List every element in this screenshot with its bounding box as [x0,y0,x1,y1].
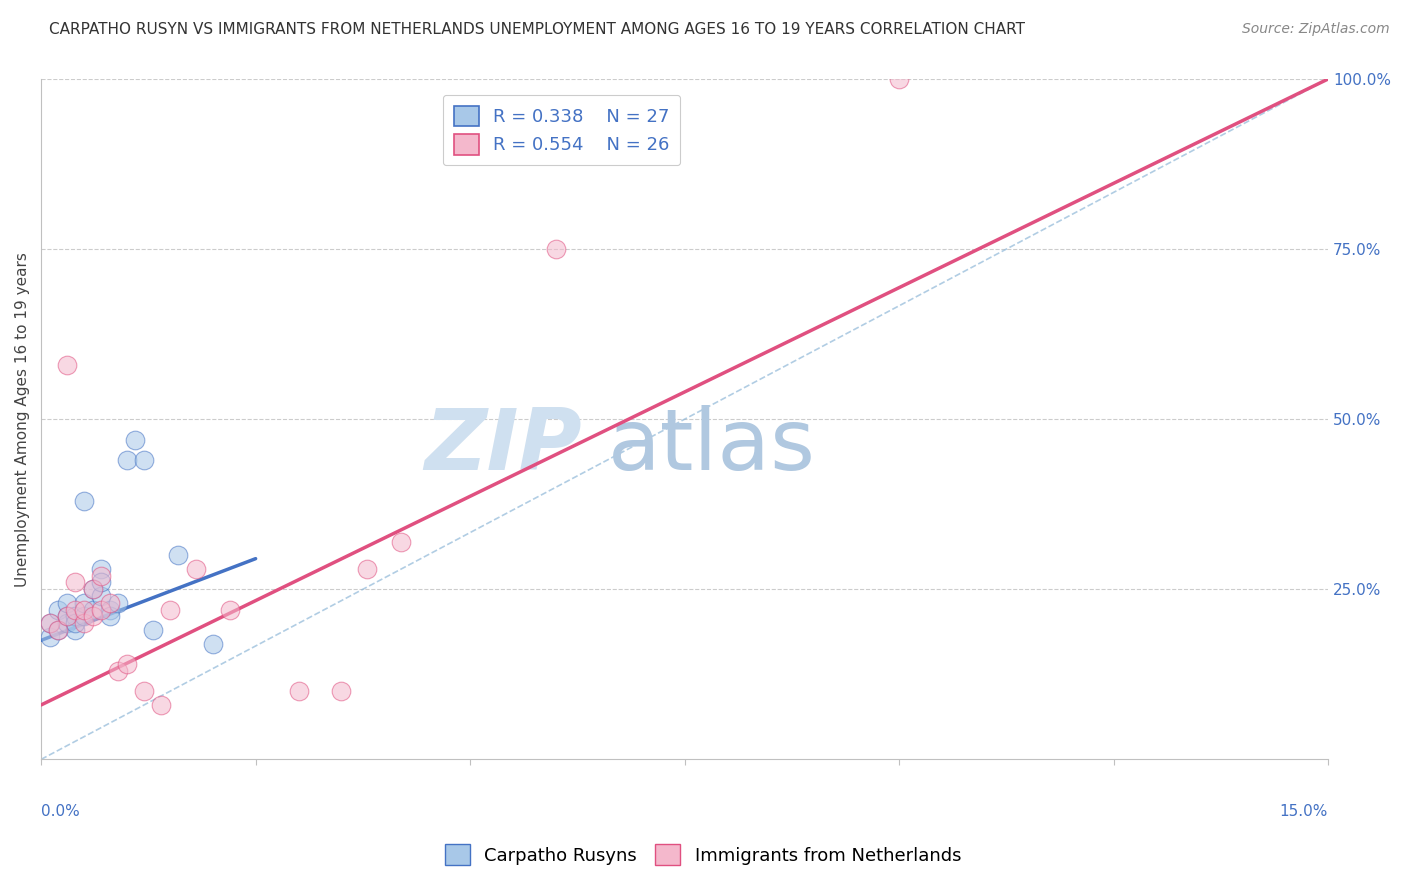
Point [73,603,96,617]
Point [391,534,413,549]
Legend: R = 0.338    N = 27, R = 0.554    N = 26: R = 0.338 N = 27, R = 0.554 N = 26 [443,95,681,165]
Point [73,616,96,631]
Text: atlas: atlas [607,405,815,488]
Point [73,609,96,624]
Point [38,630,60,644]
Point [38,616,60,631]
Point [82,609,104,624]
Point [107,664,129,678]
Point [65,575,87,590]
Point [356,562,378,576]
Point [82,582,104,597]
Point [65,616,87,631]
Point [218,603,240,617]
Point [150,698,173,712]
Point [73,596,96,610]
Point [38,616,60,631]
Point [73,493,96,508]
Point [82,603,104,617]
Point [98,609,121,624]
Y-axis label: Unemployment Among Ages 16 to 19 years: Unemployment Among Ages 16 to 19 years [15,252,30,587]
Point [107,596,129,610]
Point [90,589,112,603]
Point [65,609,87,624]
Point [132,684,155,698]
Point [115,453,138,467]
Point [56,616,79,631]
Point [167,548,190,562]
Point [56,358,79,372]
Point [82,582,104,597]
Text: ZIP: ZIP [425,405,582,488]
Point [544,242,567,256]
Point [142,623,165,637]
Point [115,657,138,672]
Point [46,623,69,637]
Point [56,609,79,624]
Point [887,72,910,87]
Point [46,603,69,617]
Point [184,562,207,576]
Point [90,603,112,617]
Point [287,684,309,698]
Point [201,637,224,651]
Point [132,453,155,467]
Point [90,562,112,576]
Text: Source: ZipAtlas.com: Source: ZipAtlas.com [1241,22,1389,37]
Point [46,623,69,637]
Point [124,433,146,447]
Point [330,684,353,698]
Legend: Carpatho Rusyns, Immigrants from Netherlands: Carpatho Rusyns, Immigrants from Netherl… [437,837,969,872]
Point [65,603,87,617]
Point [90,568,112,582]
Point [90,575,112,590]
Point [65,623,87,637]
Point [98,596,121,610]
Point [56,609,79,624]
Point [56,596,79,610]
Point [98,603,121,617]
Text: 0.0%: 0.0% [41,804,80,819]
Point [159,603,181,617]
Text: 15.0%: 15.0% [1279,804,1329,819]
Text: CARPATHO RUSYN VS IMMIGRANTS FROM NETHERLANDS UNEMPLOYMENT AMONG AGES 16 TO 19 Y: CARPATHO RUSYN VS IMMIGRANTS FROM NETHER… [49,22,1025,37]
